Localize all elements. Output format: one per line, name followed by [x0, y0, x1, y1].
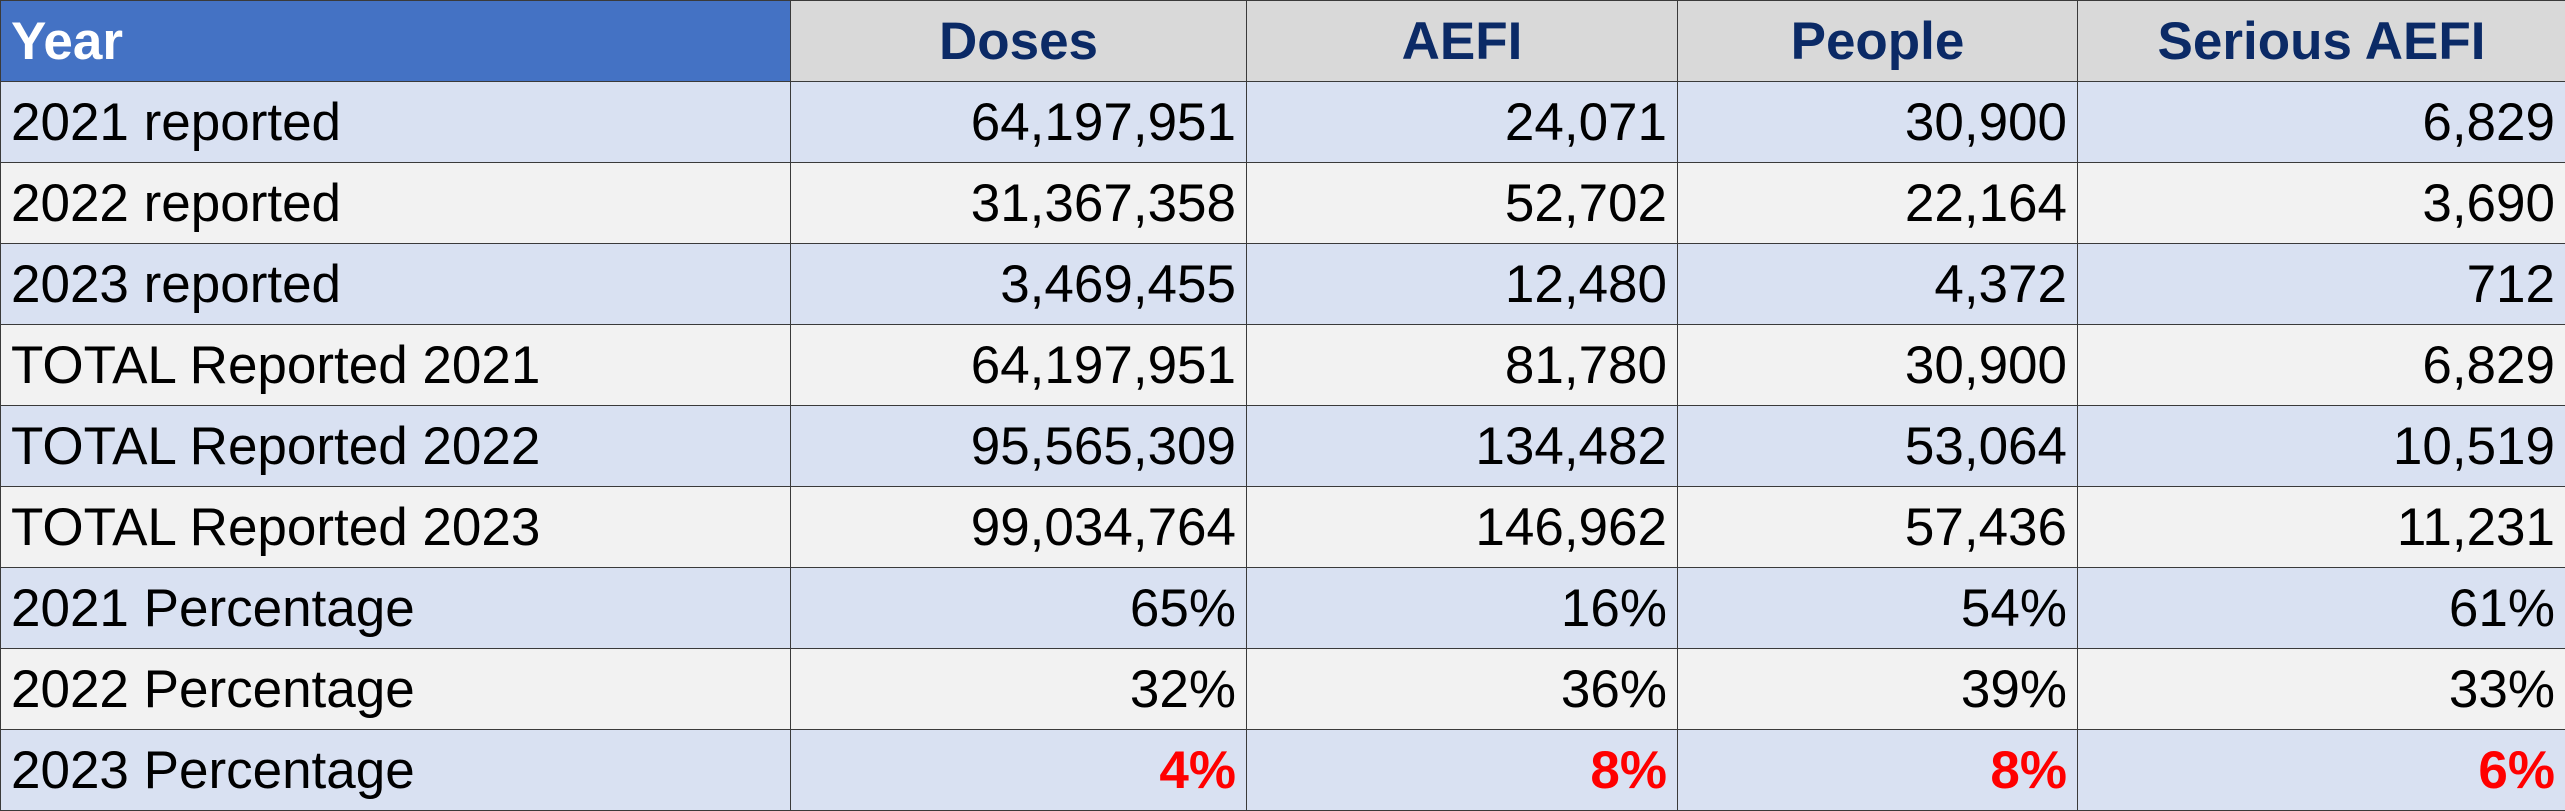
cell-aefi[interactable]: 16%: [1246, 567, 1678, 649]
table-row: 2023 Percentage 4% 8% 8% 6%: [0, 729, 2565, 811]
cell-aefi[interactable]: 81,780: [1246, 324, 1678, 406]
cell-people[interactable]: 22,164: [1677, 162, 2078, 244]
cell-year[interactable]: 2022 reported: [0, 162, 791, 244]
column-header-people[interactable]: People: [1677, 0, 2078, 82]
cell-aefi[interactable]: 36%: [1246, 648, 1678, 730]
cell-people[interactable]: 30,900: [1677, 81, 2078, 163]
table-row: TOTAL Reported 2022 95,565,309 134,482 5…: [0, 405, 2565, 487]
column-header-serious-aefi[interactable]: Serious AEFI: [2077, 0, 2565, 82]
cell-doses[interactable]: 99,034,764: [790, 486, 1247, 568]
cell-doses[interactable]: 64,197,951: [790, 324, 1247, 406]
table-row: TOTAL Reported 2023 99,034,764 146,962 5…: [0, 486, 2565, 568]
cell-serious-aefi[interactable]: 6,829: [2077, 324, 2565, 406]
cell-doses[interactable]: 31,367,358: [790, 162, 1247, 244]
cell-year[interactable]: 2021 Percentage: [0, 567, 791, 649]
cell-year[interactable]: TOTAL Reported 2021: [0, 324, 791, 406]
cell-serious-aefi[interactable]: 712: [2077, 243, 2565, 325]
column-header-year[interactable]: Year: [0, 0, 791, 82]
cell-aefi[interactable]: 134,482: [1246, 405, 1678, 487]
cell-year[interactable]: 2023 Percentage: [0, 729, 791, 811]
cell-year[interactable]: 2023 reported: [0, 243, 791, 325]
cell-serious-aefi[interactable]: 10,519: [2077, 405, 2565, 487]
cell-doses[interactable]: 3,469,455: [790, 243, 1247, 325]
cell-year[interactable]: 2022 Percentage: [0, 648, 791, 730]
table-row: 2021 Percentage 65% 16% 54% 61%: [0, 567, 2565, 649]
table-row: TOTAL Reported 2021 64,197,951 81,780 30…: [0, 324, 2565, 406]
cell-doses[interactable]: 95,565,309: [790, 405, 1247, 487]
cell-year[interactable]: TOTAL Reported 2023: [0, 486, 791, 568]
cell-year[interactable]: TOTAL Reported 2022: [0, 405, 791, 487]
cell-aefi[interactable]: 146,962: [1246, 486, 1678, 568]
cell-serious-aefi[interactable]: 3,690: [2077, 162, 2565, 244]
table-row: 2023 reported 3,469,455 12,480 4,372 712: [0, 243, 2565, 325]
cell-doses[interactable]: 32%: [790, 648, 1247, 730]
cell-serious-aefi[interactable]: 6,829: [2077, 81, 2565, 163]
cell-people[interactable]: 54%: [1677, 567, 2078, 649]
table-row: 2022 Percentage 32% 36% 39% 33%: [0, 648, 2565, 730]
table-row: 2021 reported 64,197,951 24,071 30,900 6…: [0, 81, 2565, 163]
cell-people[interactable]: 39%: [1677, 648, 2078, 730]
cell-people[interactable]: 53,064: [1677, 405, 2078, 487]
cell-aefi[interactable]: 12,480: [1246, 243, 1678, 325]
cell-aefi[interactable]: 52,702: [1246, 162, 1678, 244]
cell-serious-aefi[interactable]: 33%: [2077, 648, 2565, 730]
cell-people[interactable]: 8%: [1677, 729, 2078, 811]
cell-aefi[interactable]: 8%: [1246, 729, 1678, 811]
cell-aefi[interactable]: 24,071: [1246, 81, 1678, 163]
cell-doses[interactable]: 64,197,951: [790, 81, 1247, 163]
cell-doses[interactable]: 65%: [790, 567, 1247, 649]
cell-serious-aefi[interactable]: 6%: [2077, 729, 2565, 811]
table-row: 2022 reported 31,367,358 52,702 22,164 3…: [0, 162, 2565, 244]
cell-serious-aefi[interactable]: 11,231: [2077, 486, 2565, 568]
cell-doses[interactable]: 4%: [790, 729, 1247, 811]
cell-people[interactable]: 30,900: [1677, 324, 2078, 406]
header-row: Year Doses AEFI People Serious AEFI: [0, 0, 2565, 82]
column-header-aefi[interactable]: AEFI: [1246, 0, 1678, 82]
cell-year[interactable]: 2021 reported: [0, 81, 791, 163]
cell-people[interactable]: 57,436: [1677, 486, 2078, 568]
cell-people[interactable]: 4,372: [1677, 243, 2078, 325]
column-header-doses[interactable]: Doses: [790, 0, 1247, 82]
cell-serious-aefi[interactable]: 61%: [2077, 567, 2565, 649]
